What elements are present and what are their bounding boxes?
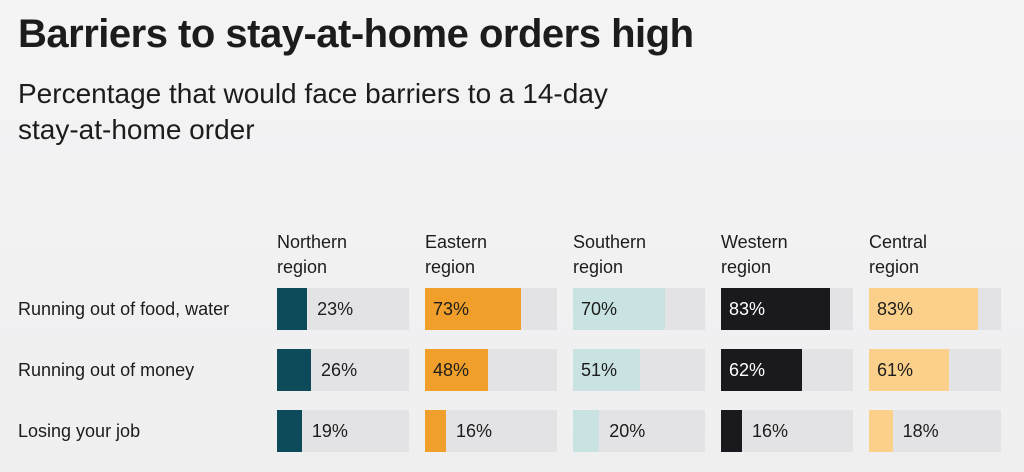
chart-title: Barriers to stay-at-home orders high (18, 12, 694, 56)
bar-track: 48% (425, 349, 557, 391)
bar-track: 23% (277, 288, 409, 330)
bar-track: 73% (425, 288, 557, 330)
value-label: 51% (581, 360, 618, 380)
bar-track: 16% (425, 410, 557, 452)
bar (869, 410, 893, 452)
value-label: 16% (751, 421, 788, 441)
bar (277, 410, 302, 452)
value-label: 20% (609, 421, 646, 441)
bar-track: 62% (721, 349, 853, 391)
bar (425, 410, 446, 452)
value-label: 62% (729, 360, 766, 380)
bar (425, 349, 488, 391)
legend-label: Eastern region (425, 232, 488, 277)
value-label: 23% (317, 299, 354, 319)
bar-track: 20% (573, 410, 705, 452)
row-label: Running out of money (18, 360, 195, 380)
value-label: 48% (433, 360, 470, 380)
chart-subtitle: Percentage that would face barriers to a… (18, 78, 608, 145)
value-label: 83% (729, 299, 766, 319)
value-label: 61% (877, 360, 914, 380)
value-label: 19% (311, 421, 348, 441)
bar-track: 26% (277, 349, 409, 391)
bar (869, 288, 978, 330)
bar (869, 349, 949, 391)
value-label: 26% (321, 360, 358, 380)
bar (721, 410, 742, 452)
bar (277, 349, 312, 391)
value-label: 83% (877, 299, 914, 319)
bar-track: 19% (277, 410, 409, 452)
bar (277, 288, 308, 330)
bar-track: 83% (721, 288, 853, 330)
bar-track: 70% (573, 288, 705, 330)
bar (721, 288, 830, 330)
bar (573, 349, 640, 391)
bar (721, 349, 803, 391)
bar-track: 18% (869, 410, 1001, 452)
bar-track: 51% (573, 349, 705, 391)
bar (573, 410, 600, 452)
value-label: 16% (455, 421, 492, 441)
legend-label: Western region (721, 232, 788, 277)
value-label: 73% (433, 299, 470, 319)
row-label: Running out of food, water (18, 299, 230, 319)
bar-track: 16% (721, 410, 853, 452)
bar (425, 288, 521, 330)
bar-track: 61% (869, 349, 1001, 391)
legend-label: Southern region (573, 232, 647, 277)
legend-label: Central region (869, 232, 928, 277)
bar (573, 288, 665, 330)
legend-label: Northern region (277, 232, 348, 277)
bar-track: 83% (869, 288, 1001, 330)
value-label: 70% (581, 299, 618, 319)
value-label: 18% (902, 421, 939, 441)
row-label: Losing your job (18, 421, 141, 441)
